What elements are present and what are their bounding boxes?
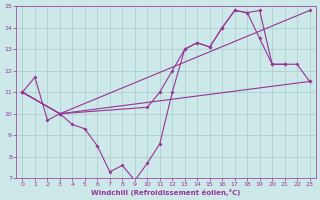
X-axis label: Windchill (Refroidissement éolien,°C): Windchill (Refroidissement éolien,°C) (91, 189, 241, 196)
